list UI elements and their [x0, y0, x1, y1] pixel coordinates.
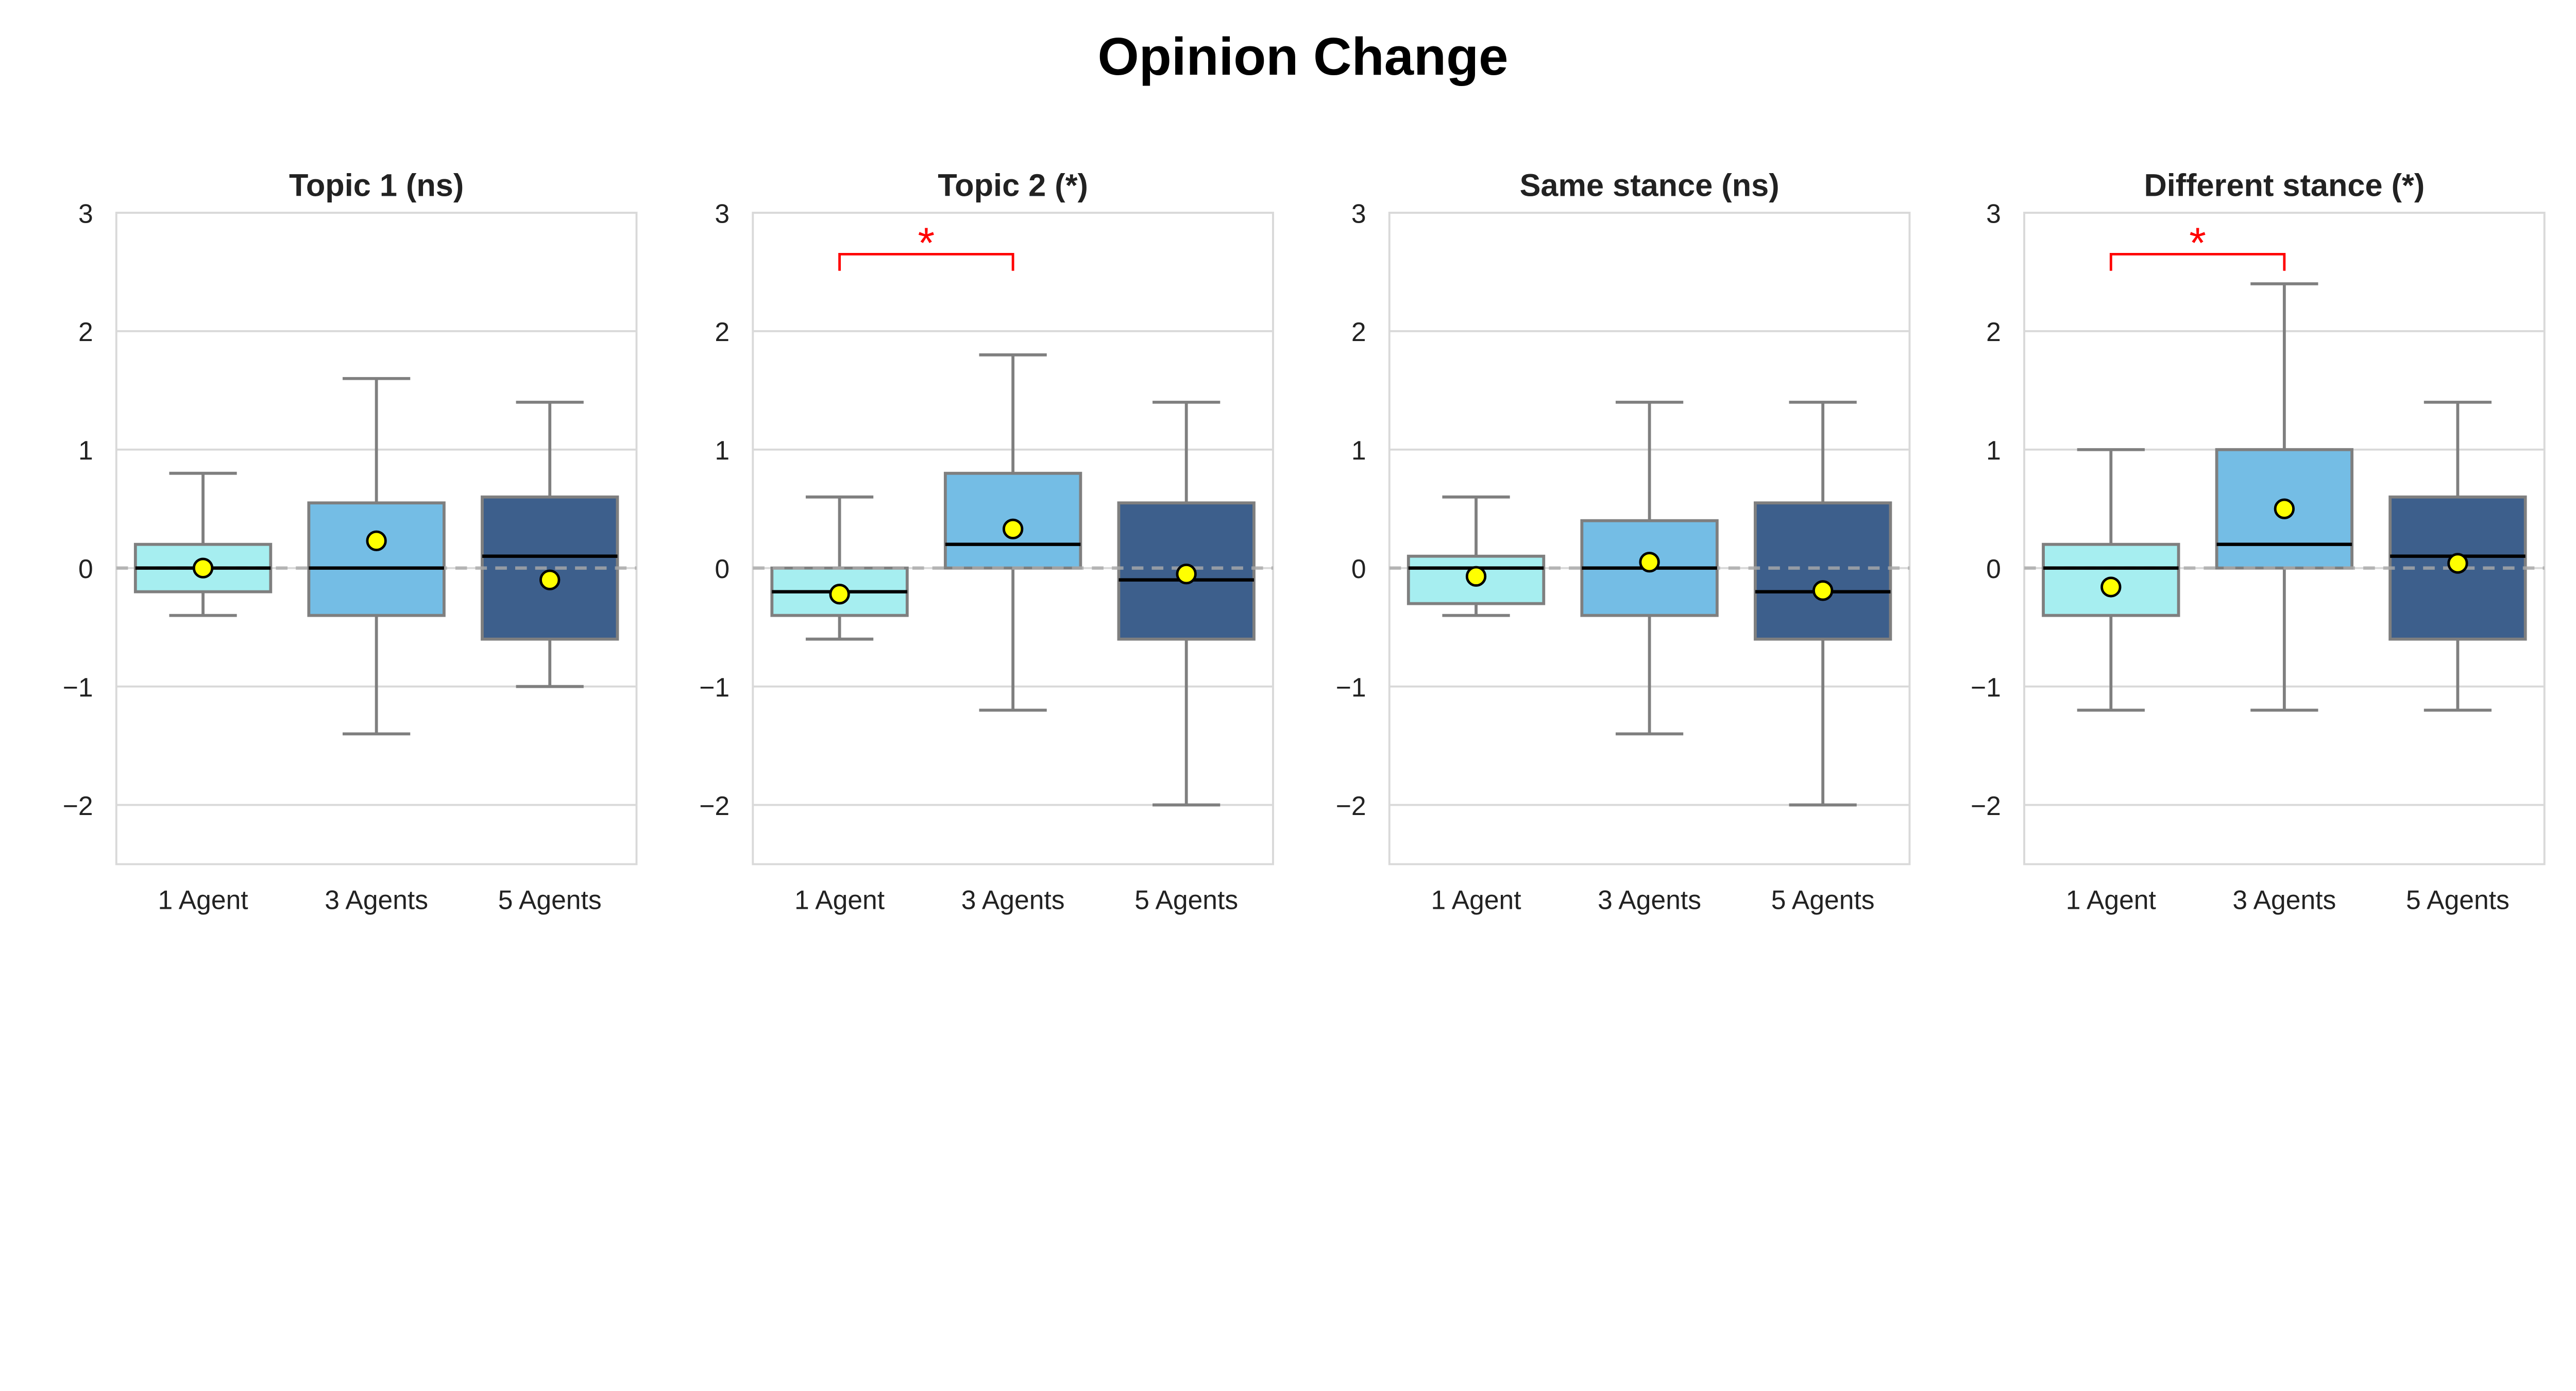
- plot-frame: [752, 211, 1274, 866]
- significance-bracket: [838, 252, 1014, 271]
- y-tick-label: 2: [78, 317, 93, 347]
- y-tick-label: −2: [699, 791, 730, 821]
- opinion-change-chart: Opinion Change Topic 1 (ns) −2 −1 0 1 2 3 1 Age…: [63, 27, 2546, 915]
- x-tick-label: 3 Agents: [2232, 885, 2336, 915]
- x-tick-label: 5 Agents: [498, 885, 602, 915]
- mean-marker: [539, 569, 561, 590]
- x-tick-label: 1 Agent: [1431, 885, 1521, 915]
- y-tick-label: 3: [1351, 198, 1366, 228]
- mean-marker: [192, 557, 214, 579]
- significance-label: *: [2189, 218, 2206, 267]
- mean-marker: [2447, 553, 2468, 574]
- y-tick-label: 2: [1986, 317, 2001, 347]
- x-tick-label: 1 Agent: [794, 885, 885, 915]
- panel-2: Topic 2 (*) −2 −1 0 1 2 3 1 Agent 3 Agents 5 Agen…: [699, 168, 1274, 915]
- box-5-agents: [481, 400, 619, 688]
- x-tick-label: 3 Agents: [961, 885, 1065, 915]
- panel-title: Topic 1 (ns): [289, 168, 464, 203]
- panel-1: Topic 1 (ns) −2 −1 0 1 2 3 1 Agent 3 Agents 5 Age…: [63, 168, 638, 915]
- box-3-agents: [307, 377, 446, 736]
- mean-marker: [2100, 576, 2122, 598]
- box-3-agents: [2215, 282, 2354, 712]
- y-tick-label: 0: [1351, 554, 1366, 584]
- x-tick-label: 5 Agents: [1134, 885, 1238, 915]
- y-tick-label: −1: [699, 672, 730, 702]
- mean-marker: [1176, 563, 1197, 585]
- y-tick-label: −1: [1336, 672, 1366, 702]
- mean-marker: [1812, 580, 1834, 601]
- x-tick-label: 3 Agents: [325, 885, 428, 915]
- y-tick-label: 3: [1986, 198, 2001, 228]
- mean-marker: [829, 584, 850, 605]
- plot-frame: [2023, 211, 2546, 866]
- y-tick-label: −1: [63, 672, 93, 702]
- y-tick-label: 1: [78, 435, 93, 465]
- y-tick-label: −2: [63, 791, 93, 821]
- iqr-box: [1754, 501, 1892, 641]
- y-tick-label: 0: [715, 554, 730, 584]
- y-tick-label: 2: [1351, 317, 1366, 347]
- mean-marker: [1639, 551, 1660, 573]
- chart-title: Opinion Change: [1098, 27, 1509, 86]
- x-tick-label: 5 Agents: [2406, 885, 2510, 915]
- significance-label: *: [918, 218, 935, 267]
- y-tick-label: 3: [715, 198, 730, 228]
- panel-3: Same stance (ns) −2 −1 0 1 2 3 1 Agent 3 Agents 5…: [1336, 168, 1911, 915]
- panel-title: Same stance (ns): [1520, 168, 1780, 203]
- y-tick-label: 0: [78, 554, 93, 584]
- mean-marker: [1465, 566, 1487, 587]
- mean-marker: [2274, 498, 2295, 519]
- mean-marker: [1002, 518, 1024, 539]
- box-1-agent: [133, 471, 273, 617]
- panel-4: Different stance (*) −2 −1 0 1 2 3 1 Agent 3 Age…: [1971, 168, 2546, 915]
- plot-frame: [115, 211, 638, 866]
- x-tick-label: 5 Agents: [1771, 885, 1875, 915]
- y-tick-label: −2: [1971, 791, 2001, 821]
- x-tick-label: 3 Agents: [1598, 885, 1701, 915]
- iqr-box: [307, 501, 446, 617]
- box-5-agents: [1117, 400, 1256, 807]
- y-tick-label: −2: [1336, 791, 1366, 821]
- y-tick-label: 2: [715, 317, 730, 347]
- significance-bracket: [2109, 252, 2286, 271]
- y-tick-label: 1: [1986, 435, 2001, 465]
- y-tick-label: 0: [1986, 554, 2001, 584]
- y-tick-label: 1: [715, 435, 730, 465]
- panel-title: Topic 2 (*): [938, 168, 1088, 203]
- mean-marker: [366, 530, 387, 551]
- y-tick-label: 3: [78, 198, 93, 228]
- y-tick-label: 1: [1351, 435, 1366, 465]
- box-5-agents: [1754, 400, 1892, 807]
- box-1-agent: [1406, 495, 1546, 617]
- y-tick-label: −1: [1971, 672, 2001, 702]
- plot-frame: [1388, 211, 1911, 866]
- panel-title: Different stance (*): [2144, 168, 2425, 203]
- x-tick-label: 1 Agent: [158, 885, 248, 915]
- x-tick-label: 1 Agent: [2066, 885, 2156, 915]
